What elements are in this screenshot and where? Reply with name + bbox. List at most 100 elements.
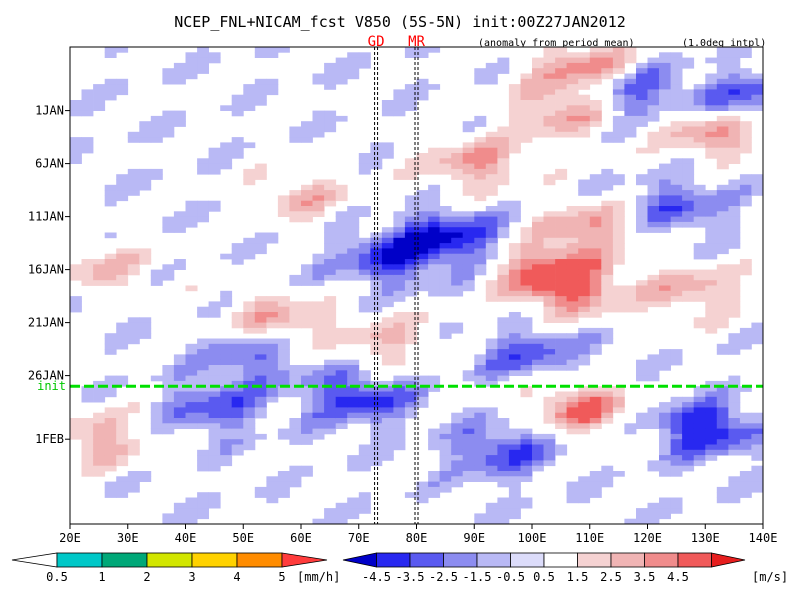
heatmap-cell bbox=[404, 280, 417, 286]
heatmap-cell bbox=[485, 179, 498, 186]
heatmap-cell bbox=[693, 121, 706, 127]
heatmap-cell bbox=[439, 237, 452, 244]
heatmap-cell bbox=[485, 513, 498, 520]
heatmap-cell bbox=[543, 221, 556, 228]
heatmap-cell bbox=[543, 259, 556, 265]
heatmap-cell bbox=[543, 100, 556, 106]
heatmap-cell bbox=[381, 412, 394, 419]
heatmap-cell bbox=[728, 121, 741, 127]
plot-area bbox=[69, 46, 764, 525]
heatmap-cell bbox=[104, 200, 117, 207]
heatmap-cell bbox=[601, 62, 614, 69]
heatmap-cell bbox=[416, 269, 429, 276]
heatmap-cell bbox=[497, 481, 510, 488]
heatmap-cell bbox=[497, 174, 510, 180]
heatmap-cell bbox=[370, 402, 383, 408]
heatmap-cell bbox=[555, 62, 568, 69]
heatmap-cell bbox=[601, 327, 614, 334]
heatmap-cell bbox=[428, 285, 441, 292]
heatmap-cell bbox=[393, 354, 406, 361]
heatmap-cell bbox=[370, 433, 383, 440]
heatmap-cell bbox=[70, 296, 82, 302]
heatmap-cell bbox=[104, 481, 117, 488]
heatmap-cell bbox=[289, 137, 302, 143]
heatmap-cell bbox=[520, 131, 533, 138]
heatmap-cell bbox=[243, 253, 256, 260]
heatmap-cell bbox=[497, 285, 510, 292]
heatmap-cell bbox=[520, 455, 533, 461]
heatmap-cell bbox=[254, 248, 267, 255]
heatmap-cell bbox=[220, 460, 233, 467]
site-marker-lines bbox=[374, 47, 419, 524]
heatmap-cell bbox=[728, 444, 741, 451]
heatmap-cell bbox=[716, 147, 729, 154]
heatmap-cell bbox=[254, 343, 267, 350]
heatmap-cell bbox=[543, 78, 556, 85]
heatmap-cell bbox=[462, 264, 475, 270]
heatmap-cell bbox=[243, 354, 256, 361]
heatmap-cell bbox=[474, 365, 487, 371]
heatmap-cell bbox=[347, 391, 360, 398]
heatmap-cell bbox=[497, 433, 510, 440]
heatmap-cell bbox=[659, 179, 671, 186]
heatmap-cell bbox=[347, 57, 360, 64]
heatmap-cell bbox=[220, 455, 233, 461]
heatmap-cell bbox=[578, 57, 591, 64]
heatmap-cell bbox=[381, 343, 394, 350]
heatmap-cell bbox=[185, 359, 198, 366]
heatmap-cell bbox=[358, 269, 371, 276]
heatmap-cell bbox=[578, 396, 591, 403]
heatmap-cell bbox=[324, 391, 337, 398]
heatmap-cell bbox=[358, 333, 371, 339]
heatmap-cell bbox=[358, 243, 371, 249]
heatmap-cell bbox=[624, 428, 637, 435]
heatmap-cell bbox=[474, 174, 487, 180]
heatmap-cell bbox=[381, 327, 394, 334]
heatmap-cell bbox=[728, 73, 741, 80]
heatmap-cell bbox=[324, 126, 337, 133]
heatmap-cell bbox=[243, 174, 256, 180]
heatmap-cell bbox=[485, 370, 498, 376]
heatmap-cell bbox=[589, 184, 602, 191]
heatmap-cell bbox=[739, 68, 752, 74]
heatmap-cell bbox=[416, 486, 429, 493]
heatmap-cell bbox=[277, 211, 290, 217]
heatmap-cell bbox=[139, 179, 152, 186]
heatmap-cell bbox=[451, 481, 464, 488]
heatmap-cell bbox=[335, 211, 348, 217]
heatmap-cell bbox=[739, 418, 752, 424]
heatmap-cell bbox=[243, 349, 256, 355]
v850-color-swatch bbox=[677, 552, 712, 568]
x-tick-label: 20E bbox=[59, 531, 81, 545]
heatmap-cell bbox=[266, 386, 279, 392]
heatmap-cell bbox=[555, 174, 568, 180]
heatmap-cell bbox=[370, 386, 383, 392]
heatmap-cell bbox=[116, 327, 129, 334]
heatmap-cell bbox=[601, 280, 614, 286]
heatmap-cell bbox=[578, 338, 591, 345]
heatmap-cell bbox=[682, 216, 695, 223]
heatmap-cell bbox=[381, 227, 394, 233]
heatmap-cell bbox=[104, 94, 117, 101]
heatmap-cell bbox=[324, 359, 337, 366]
heatmap-cell bbox=[347, 513, 360, 520]
heatmap-cell bbox=[693, 221, 706, 228]
heatmap-cell bbox=[670, 349, 683, 355]
heatmap-cell bbox=[335, 264, 348, 270]
heatmap-cell bbox=[508, 296, 521, 302]
heatmap-cell bbox=[208, 386, 221, 392]
heatmap-cell bbox=[324, 68, 337, 74]
heatmap-cell bbox=[139, 131, 152, 138]
heatmap-cell bbox=[485, 465, 498, 472]
heatmap-cell bbox=[612, 211, 625, 217]
heatmap-cell bbox=[404, 338, 417, 345]
heatmap-cell bbox=[393, 110, 406, 117]
heatmap-cell bbox=[555, 243, 568, 249]
heatmap-cell bbox=[381, 428, 394, 435]
heatmap-cell bbox=[301, 126, 313, 133]
heatmap-cell bbox=[208, 57, 221, 64]
heatmap-cell bbox=[566, 237, 579, 244]
heatmap-cell bbox=[393, 168, 406, 175]
v850-color-swatch bbox=[711, 552, 746, 568]
heatmap-cell bbox=[231, 100, 244, 106]
